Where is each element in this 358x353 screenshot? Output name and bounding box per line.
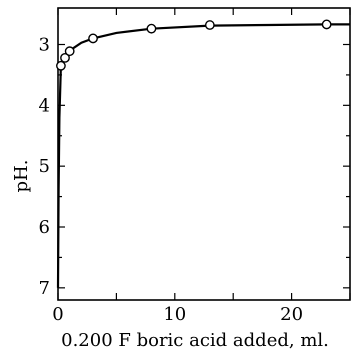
- axes: [57, 7, 351, 301]
- data-point: [204, 20, 215, 30]
- titration-curve: [56, 23, 350, 288]
- plot-frame: [57, 7, 351, 301]
- ticks: 0 10 20 3 4 5 6 7: [39, 8, 351, 325]
- data-point: [60, 52, 70, 63]
- y-axis-label: pH.: [11, 160, 32, 193]
- data-point: [56, 60, 66, 71]
- y-tick-label: 3: [39, 35, 50, 56]
- data-point: [321, 19, 332, 30]
- series: [56, 19, 350, 288]
- data-point: [146, 23, 157, 34]
- x-tick-label: 10: [163, 304, 186, 325]
- data-point: [64, 46, 75, 57]
- data-point: [88, 33, 98, 44]
- x-tick-label: 20: [280, 304, 303, 325]
- x-tick-label: 0: [52, 304, 63, 325]
- y-tick-label: 5: [39, 156, 50, 177]
- x-axis-label: 0.200 F boric acid added, ml.: [61, 330, 329, 351]
- y-tick-label: 6: [39, 217, 50, 238]
- y-tick-label: 4: [39, 95, 50, 116]
- y-tick-label: 7: [39, 278, 50, 299]
